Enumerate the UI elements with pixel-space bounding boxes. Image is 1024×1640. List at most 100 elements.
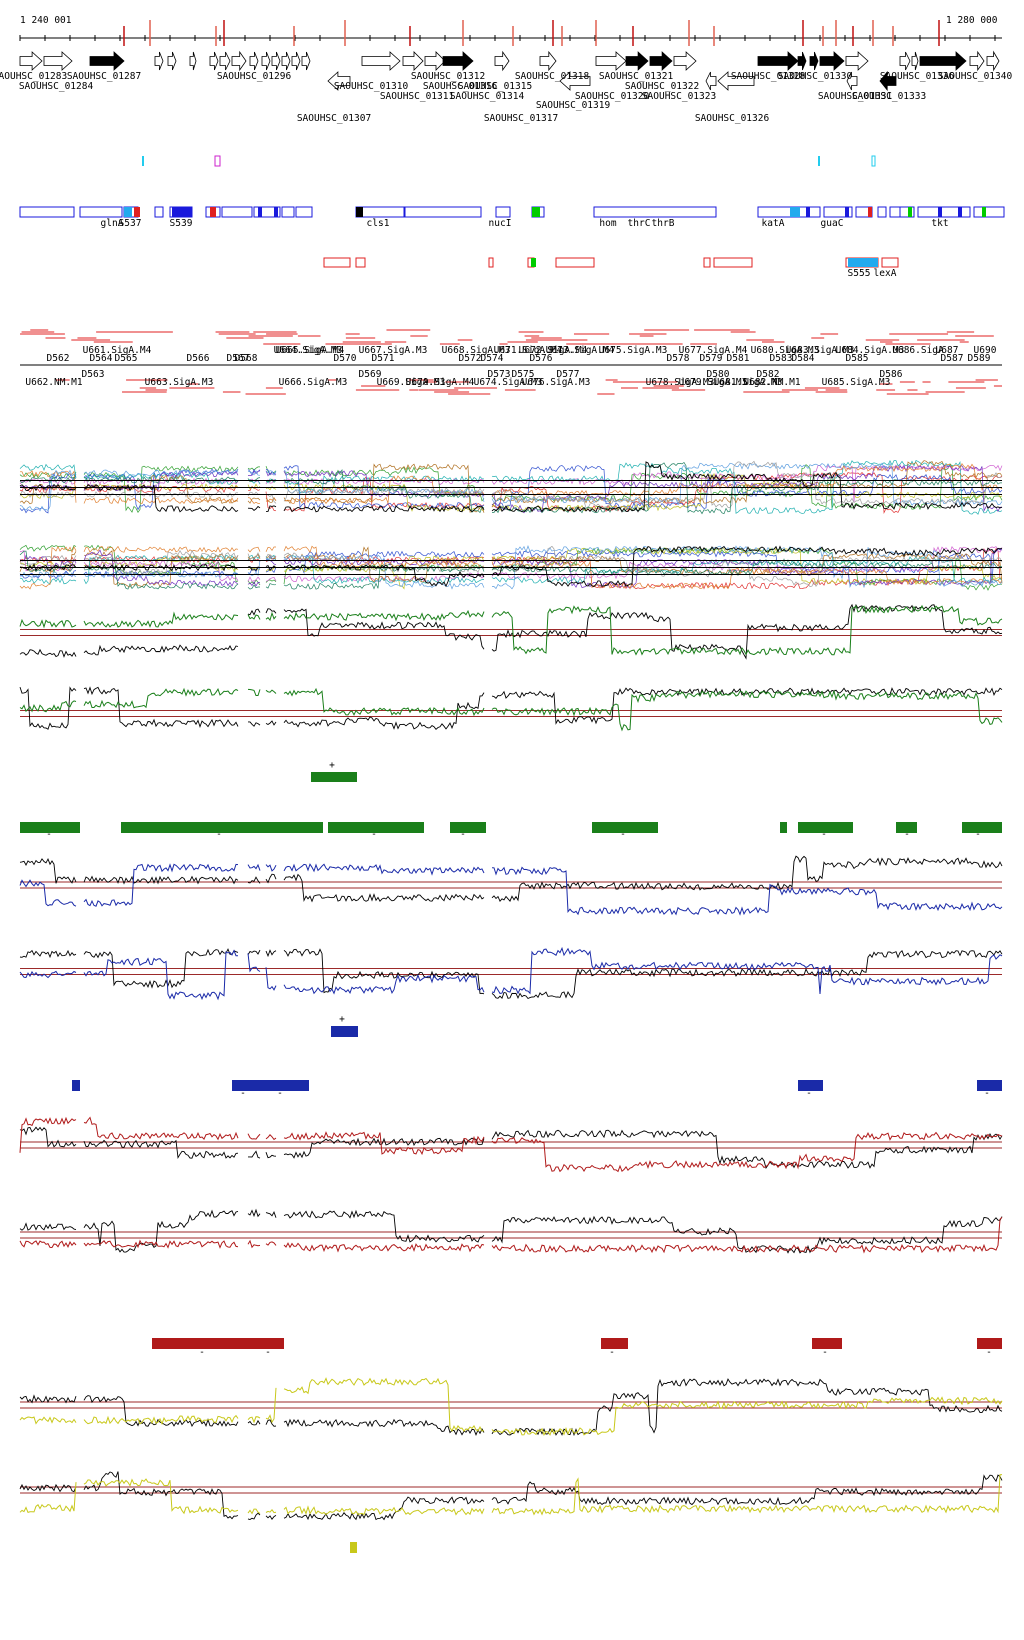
gene-arrow[interactable] bbox=[705, 71, 717, 91]
gene-label[interactable]: SAOUHSC_01319 bbox=[536, 100, 611, 111]
gene-arrow[interactable] bbox=[845, 51, 869, 71]
segment-label[interactable]: D587 bbox=[941, 353, 964, 364]
gene-label[interactable]: SAOUHSC_01312 bbox=[411, 71, 485, 82]
significance-bar[interactable] bbox=[72, 1080, 80, 1091]
significance-bar[interactable] bbox=[331, 1026, 358, 1037]
gene-arrow[interactable] bbox=[424, 51, 446, 71]
segment-label[interactable]: D567 bbox=[227, 353, 250, 364]
feature-label[interactable]: nucI bbox=[489, 218, 512, 229]
gene-arrow[interactable] bbox=[89, 51, 125, 71]
feature-highlight[interactable] bbox=[274, 207, 278, 217]
segment-label[interactable]: U682.NM.M1 bbox=[743, 377, 800, 388]
segment-label[interactable]: D578 bbox=[667, 353, 690, 364]
feature-box[interactable] bbox=[221, 206, 253, 218]
red-region-box[interactable] bbox=[713, 257, 753, 268]
gene-label[interactable]: SAOUHSC_01321 bbox=[599, 71, 674, 82]
feature-highlight[interactable] bbox=[258, 207, 262, 217]
feature-label[interactable]: guaC bbox=[821, 218, 844, 229]
segment-label[interactable]: U675.SigA.M3 bbox=[599, 345, 668, 356]
segment-label[interactable]: U666.SigA.M3 bbox=[279, 377, 348, 388]
segment-label[interactable]: U668.SigA.M3 bbox=[442, 345, 511, 356]
segment-label[interactable]: U662.NM.M1 bbox=[25, 377, 82, 388]
gene-label[interactable]: SAOUHSC_01310 bbox=[334, 81, 409, 92]
gene-label[interactable]: SAOUHSC_01311 bbox=[380, 91, 455, 102]
segment-label[interactable]: D582 bbox=[757, 369, 780, 380]
significance-bar[interactable] bbox=[962, 822, 1002, 833]
feature-highlight[interactable] bbox=[210, 207, 216, 217]
segment-label[interactable]: U665.SigA.M4 bbox=[276, 345, 345, 356]
segment-label[interactable]: D564 bbox=[90, 353, 113, 364]
feature-box[interactable] bbox=[889, 206, 901, 218]
feature-highlight[interactable] bbox=[958, 207, 962, 217]
gene-arrow[interactable] bbox=[717, 71, 755, 91]
segment-label[interactable]: D571 bbox=[372, 353, 395, 364]
feature-box[interactable] bbox=[877, 206, 887, 218]
significance-bar[interactable] bbox=[977, 1080, 1002, 1091]
feature-highlight[interactable] bbox=[938, 207, 942, 217]
segment-label[interactable]: U680.SigA.M3 bbox=[751, 345, 820, 356]
gene-label[interactable]: SAOUHSC_01284 bbox=[19, 81, 94, 92]
feature-highlight[interactable] bbox=[845, 207, 849, 217]
gene-arrow[interactable] bbox=[539, 50, 557, 72]
segment-label[interactable]: D576 bbox=[530, 353, 553, 364]
segment-label[interactable]: U676.SigA.M3 bbox=[522, 377, 591, 388]
segment-label[interactable]: D569 bbox=[359, 369, 382, 380]
motif-mark[interactable] bbox=[818, 156, 820, 166]
gene-arrow[interactable] bbox=[219, 51, 231, 71]
segment-label[interactable]: D589 bbox=[968, 353, 991, 364]
segment-label[interactable]: D566 bbox=[187, 353, 210, 364]
feature-box[interactable] bbox=[899, 206, 915, 218]
feature-box[interactable] bbox=[19, 206, 75, 218]
gene-arrow[interactable] bbox=[986, 50, 1000, 72]
segment-label[interactable]: D574 bbox=[481, 353, 504, 364]
segment-label[interactable]: U690 bbox=[974, 345, 997, 356]
segment-label[interactable]: U684.SigA.M3 bbox=[836, 345, 905, 356]
segment-label[interactable]: D570 bbox=[334, 353, 357, 364]
motif-mark[interactable] bbox=[871, 155, 876, 167]
feature-box[interactable] bbox=[917, 206, 971, 218]
gene-arrow[interactable] bbox=[797, 51, 807, 71]
gene-arrow[interactable] bbox=[649, 51, 673, 71]
feature-highlight[interactable] bbox=[124, 207, 132, 217]
gene-arrow[interactable] bbox=[327, 71, 351, 91]
feature-highlight[interactable] bbox=[172, 207, 192, 217]
gene-label[interactable]: SAOUHSC_01314 bbox=[450, 91, 525, 102]
feature-highlight[interactable] bbox=[532, 207, 540, 217]
feature-highlight[interactable] bbox=[982, 207, 986, 217]
significance-bar[interactable] bbox=[592, 822, 658, 833]
segment-label[interactable]: D585 bbox=[846, 353, 869, 364]
gene-arrow[interactable] bbox=[402, 51, 424, 71]
segment-label[interactable]: U671.SigA.M4 bbox=[494, 345, 563, 356]
gene-label[interactable]: SAOUHSC_01331 bbox=[818, 91, 893, 102]
segment-label[interactable]: D572 bbox=[459, 353, 482, 364]
significance-bar[interactable] bbox=[896, 822, 917, 833]
significance-bar[interactable] bbox=[311, 772, 357, 782]
segment-label[interactable]: U679.SigA.M3 bbox=[679, 377, 748, 388]
gene-label[interactable]: SAOUHSC_01296 bbox=[217, 71, 292, 82]
segment-label[interactable]: U661.SigA.M4 bbox=[83, 345, 152, 356]
red-region-box[interactable] bbox=[555, 257, 595, 268]
feature-label[interactable]: hom bbox=[599, 218, 616, 229]
gene-arrow[interactable] bbox=[231, 50, 247, 72]
feature-highlight[interactable] bbox=[134, 207, 140, 217]
gene-label[interactable]: SAOUHSC_01283 bbox=[0, 71, 67, 82]
feature-highlight[interactable] bbox=[806, 207, 810, 217]
feature-box[interactable] bbox=[79, 206, 123, 218]
feature-highlight[interactable] bbox=[790, 207, 800, 217]
gene-label[interactable]: SAOUHSC_01326 bbox=[695, 113, 770, 124]
segment-label[interactable]: U687 bbox=[936, 345, 959, 356]
segment-label[interactable]: D580 bbox=[707, 369, 730, 380]
gene-arrow[interactable] bbox=[673, 51, 697, 71]
feature-box[interactable] bbox=[281, 206, 295, 218]
significance-bar[interactable] bbox=[812, 1338, 842, 1349]
gene-arrow[interactable] bbox=[281, 51, 291, 71]
segment-label[interactable]: D583 bbox=[770, 353, 793, 364]
segment-label[interactable]: D568 bbox=[235, 353, 258, 364]
segment-label[interactable]: U678.SigA.M3 bbox=[646, 377, 715, 388]
gene-arrow[interactable] bbox=[271, 51, 281, 71]
significance-bar[interactable] bbox=[121, 822, 323, 833]
gene-arrow[interactable] bbox=[625, 51, 649, 71]
feature-label[interactable]: katA bbox=[762, 218, 785, 229]
gene-label[interactable]: SAOUHSC_01287 bbox=[67, 71, 141, 82]
segment-label[interactable]: U669.SigA.M3 bbox=[377, 377, 446, 388]
